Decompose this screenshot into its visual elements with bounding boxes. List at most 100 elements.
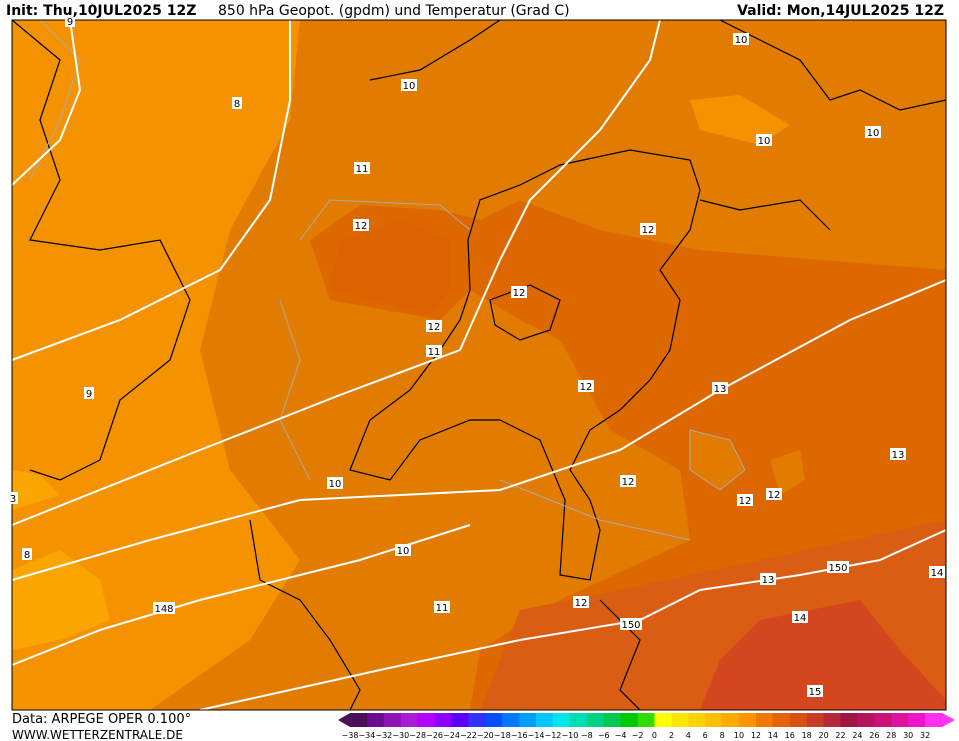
colorbar-label: 6 [703,731,708,740]
contour-label: 11 [436,603,449,614]
colorbar-swatch [823,713,842,727]
colorbar-swatch [468,713,486,727]
colorbar-label: 20 [819,731,829,740]
contour-label-box [153,602,175,614]
colorbar-swatch [620,713,639,727]
contour-label-box [792,611,808,623]
colorbar-label: 30 [903,731,913,740]
contour-label: 3 [10,494,16,505]
colorbar-swatch [383,713,402,727]
colorbar-swatch [688,713,706,727]
colorbar-label: −2 [632,731,644,740]
contour-label-box [640,223,656,235]
colorbar-label: 14 [768,731,778,740]
contour-label-box [756,134,772,146]
contour-label: 13 [714,384,727,395]
contour-label: 9 [86,389,92,400]
contour-label: 11 [428,347,441,358]
colorbar-swatch [874,713,892,727]
colorbar-arrow-high [942,713,955,727]
colorbar-label: 16 [785,731,795,740]
contour-label-box [395,544,411,556]
colorbar-swatch [671,713,689,727]
contour-label: 12 [513,288,526,299]
colorbar-swatch [519,713,537,727]
colorbar-swatch [536,713,554,727]
colorbar-swatch [485,713,503,727]
coastlines-borders [11,19,947,711]
colorbar-swatch [891,713,909,727]
contour-label: 10 [329,479,342,490]
colorbar-label: −30 [392,731,409,740]
contour-label: 12 [739,496,752,507]
temperature-isolines [29,19,746,541]
field-6-8 [12,550,110,650]
colorbar-swatch [789,713,808,727]
contour-label-box [865,126,881,138]
contour-label-box [807,685,823,697]
colorbar-label: 12 [751,731,761,740]
contour-label-box [511,286,527,298]
field-14-16 [700,600,946,710]
colorbar-label: −18 [494,731,511,740]
colorbar-swatch [502,713,520,727]
contour-label: 10 [397,546,410,557]
contour-label-box [733,33,749,45]
colorbar-label: 28 [886,731,896,740]
contour-label: 148 [154,604,173,615]
contour-label-box [426,345,442,357]
contour-label-box [890,448,906,460]
colorbar-label: −22 [460,731,477,740]
contour-label-box [401,79,417,91]
contour-label-box [620,618,642,630]
contour-label: 10 [758,136,771,147]
contour-label-box [327,477,343,489]
field-islands [690,430,805,495]
colorbar-swatch [806,713,825,727]
contour-label-box [426,320,442,332]
colorbar-label: −38 [342,731,359,740]
field-12-14-b [330,220,450,315]
contour-label: 150 [828,563,847,574]
contour-label-box [434,601,450,613]
colorbar: −38 −34 −32 −30 −28 −26 −24 −22 −20 −18 −16 −14 −12−… [338,713,955,740]
colorbar-label: 8 [720,731,725,740]
contour-label-box [65,15,75,27]
contour-label-box [620,475,636,487]
contour-labels: 9 8 10 10 10 10 11 12 12 12 12 11 9 12 13 13 12 12 12 10 3 10… [8,15,945,698]
contour-label: 13 [762,575,775,586]
colorbar-swatch [840,713,858,727]
colorbar-swatch [552,713,571,727]
colorbar-label: −28 [409,731,426,740]
contour-label: 11 [356,164,369,175]
colorbar-label: −10 [561,731,578,740]
contour-label: 10 [735,35,748,46]
colorbar-label: −8 [581,731,593,740]
map-title: 850 hPa Geopot. (gpdm) und Temperatur (G… [218,3,570,19]
colorbar-label: −6 [598,731,610,740]
contour-label-box [929,566,945,578]
colorbar-label: −4 [615,731,627,740]
contour-label-box [712,382,728,394]
colorbar-swatch [603,713,622,727]
colorbar-swatch [434,713,452,727]
colorbar-swatch [705,713,723,727]
colorbar-swatch [451,713,469,727]
contour-label: 9 [67,17,73,28]
geopotential-lines [11,19,947,711]
colorbar-swatch [586,713,605,727]
contour-label-box [573,596,589,608]
colorbar-label: 22 [835,731,845,740]
contour-label-box [766,488,782,500]
colorbar-swatch [569,713,588,727]
site: WWW.WETTERZENTRALE.DE [12,728,183,741]
contour-label: 10 [403,81,416,92]
field-6-8-b [12,470,60,510]
field-water [690,95,790,145]
colorbar-label: −20 [477,731,494,740]
contour-label: 14 [931,568,944,579]
contour-label-box [232,97,242,109]
contour-label-box [8,492,18,504]
colorbar-label: 0 [652,731,657,740]
